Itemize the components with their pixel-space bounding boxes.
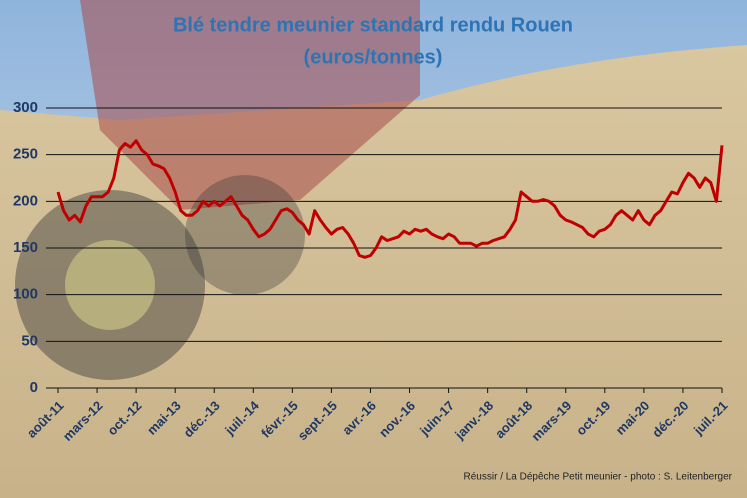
y-tick-label: 0 bbox=[30, 379, 38, 396]
background-trailer bbox=[80, 0, 420, 210]
price-line bbox=[56, 139, 724, 259]
source: Réussir / La Dépêche Petit meunier - pho… bbox=[464, 472, 733, 483]
y-tick-label: 300 bbox=[13, 99, 38, 116]
chart-title: Blé tendre meunier standard rendu Rouen bbox=[173, 14, 573, 36]
background-hub bbox=[65, 240, 155, 330]
y-tick-label: 100 bbox=[13, 286, 38, 303]
y-tick-label: 50 bbox=[21, 332, 38, 349]
chart-subtitle: (euros/tonnes) bbox=[304, 46, 443, 68]
y-tick-label: 200 bbox=[13, 192, 38, 209]
background-wheel bbox=[185, 175, 305, 295]
y-tick-label: 250 bbox=[13, 146, 38, 163]
y-tick-label: 150 bbox=[13, 239, 38, 256]
